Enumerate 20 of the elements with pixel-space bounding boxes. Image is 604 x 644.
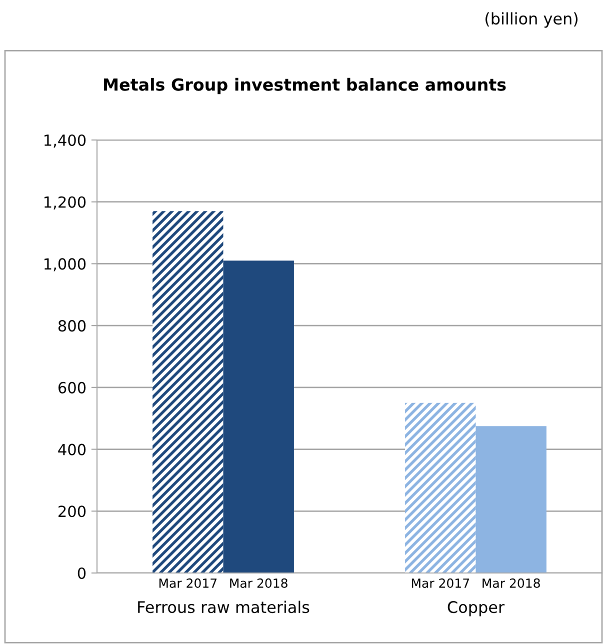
series-label: Mar 2017 [159, 578, 217, 588]
text: Mar 2017 [412, 578, 470, 588]
bar [405, 402, 476, 573]
bar [152, 211, 224, 573]
series-label: Mar 2018 [230, 578, 288, 588]
y-tick-label: 1,000 [44, 258, 86, 272]
bar [476, 426, 546, 573]
y-tick-label: 600 [58, 382, 86, 394]
text: (billion yen) [486, 12, 578, 28]
y-tick-label: 200 [58, 506, 86, 518]
y-tick-label: 400 [58, 444, 86, 456]
x-tick-label: Copper [448, 601, 505, 616]
y-tick-label: 1,400 [44, 134, 86, 148]
y-tick-label: 1,200 [44, 196, 86, 210]
y-tick-label: 0 [78, 567, 86, 580]
bar [223, 260, 294, 573]
text: Mar 2018 [482, 578, 540, 588]
y-tick-label: 800 [58, 320, 86, 332]
x-tick-label: Ferrous raw materials [138, 600, 310, 614]
chart-title: Metals Group investment balance amounts [104, 78, 506, 94]
